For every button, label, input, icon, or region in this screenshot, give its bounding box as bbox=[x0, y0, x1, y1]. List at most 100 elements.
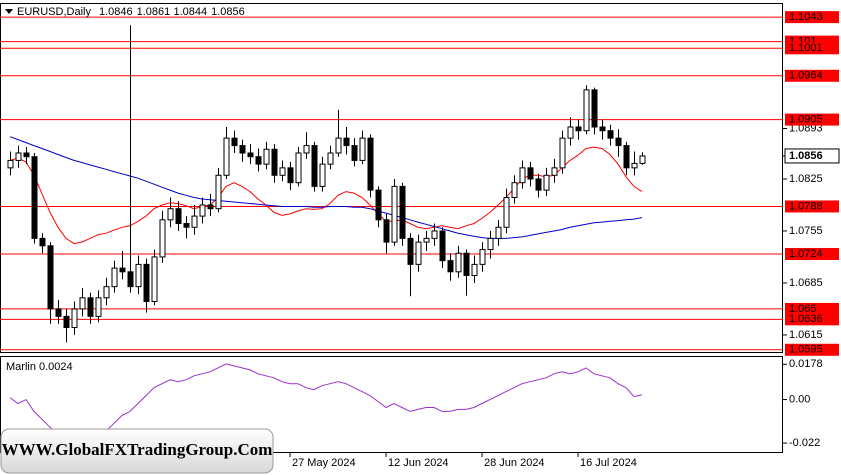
level-label: 1.0788 bbox=[789, 200, 823, 212]
candle-body bbox=[295, 152, 302, 184]
candle-body bbox=[431, 230, 438, 239]
y-tick-label: 0.0178 bbox=[789, 358, 823, 370]
candle-body bbox=[159, 219, 166, 258]
candle-body bbox=[351, 145, 358, 161]
candle-body bbox=[247, 152, 254, 158]
candle-body bbox=[303, 145, 310, 154]
candle-body bbox=[231, 137, 238, 147]
candle-body bbox=[471, 263, 478, 277]
candle-body bbox=[591, 89, 598, 128]
candle-body bbox=[551, 167, 558, 176]
level-label: 1.0964 bbox=[789, 70, 823, 82]
level-label-bg bbox=[785, 113, 839, 126]
candle-body bbox=[191, 215, 198, 228]
x-tick-label: 16 Jul 2024 bbox=[580, 457, 637, 469]
candle-body bbox=[287, 167, 294, 184]
candle-body bbox=[583, 89, 590, 132]
candle-body bbox=[183, 223, 190, 228]
y-tick-label: -0.022 bbox=[789, 437, 820, 449]
candle-body bbox=[383, 219, 390, 243]
candle-body bbox=[463, 252, 470, 277]
moving-average bbox=[9, 146, 643, 245]
candle-body bbox=[95, 297, 102, 317]
candle-body bbox=[31, 156, 38, 239]
candle-body bbox=[127, 271, 134, 288]
candle-body bbox=[423, 237, 430, 243]
candle-body bbox=[239, 145, 246, 154]
level-label-bg bbox=[785, 11, 839, 24]
watermark-box bbox=[0, 428, 274, 474]
candle-body bbox=[87, 297, 94, 317]
candle-body bbox=[615, 137, 622, 147]
candle-body bbox=[599, 126, 606, 132]
candle-body bbox=[119, 267, 126, 273]
candle-body bbox=[407, 237, 414, 265]
last-price-bg bbox=[784, 148, 840, 164]
level-label-bg bbox=[785, 343, 839, 356]
candle-body bbox=[175, 208, 182, 225]
sub-panel: 0.0178 0.00 -0.022 bbox=[9, 358, 823, 449]
y-tick-label: 1.0615 bbox=[789, 329, 823, 341]
candle-body bbox=[79, 297, 86, 310]
chart-header: EURUSD,Daily 1.0846 1.0861 1.0844 1.0856 bbox=[17, 6, 245, 18]
candle-body bbox=[143, 263, 150, 303]
candle-body bbox=[455, 252, 462, 273]
candle-body bbox=[311, 145, 318, 187]
level-label-bg bbox=[785, 69, 839, 82]
high: 1.0861 bbox=[137, 6, 171, 18]
candle-body bbox=[47, 245, 54, 310]
candle-body bbox=[543, 174, 550, 191]
candle-body bbox=[399, 185, 406, 239]
candle-body bbox=[71, 308, 78, 328]
candle-body bbox=[575, 126, 582, 132]
candle-body bbox=[215, 174, 222, 210]
candle-body bbox=[439, 230, 446, 262]
candle-body bbox=[135, 263, 142, 288]
candle-body bbox=[495, 226, 502, 239]
moving-average bbox=[9, 136, 643, 239]
x-tick-label: 27 May 2024 bbox=[292, 457, 356, 469]
candle-body bbox=[567, 126, 574, 139]
candle-body bbox=[327, 152, 334, 165]
level-label-bg bbox=[785, 302, 839, 315]
main-panel: 1.08931.08251.07551.06851.06151.10431.10… bbox=[0, 11, 840, 356]
indicator-line bbox=[9, 363, 643, 444]
level-label-bg bbox=[785, 247, 839, 260]
level-label: 1.1001 bbox=[789, 42, 823, 54]
y-tick-label: 1.0825 bbox=[789, 173, 823, 185]
candle-body bbox=[167, 208, 174, 221]
candle-body bbox=[15, 152, 22, 161]
low: 1.0844 bbox=[173, 6, 207, 18]
open: 1.0846 bbox=[99, 6, 133, 18]
candle-body bbox=[631, 162, 638, 169]
candle-body bbox=[151, 256, 158, 303]
candle-body bbox=[103, 286, 110, 299]
close: 1.0856 bbox=[211, 6, 245, 18]
candle-body bbox=[479, 249, 486, 265]
candle-body bbox=[199, 204, 206, 217]
sub-panel-frame bbox=[0, 356, 783, 453]
candle-body bbox=[279, 167, 286, 176]
candle-body bbox=[447, 260, 454, 273]
y-tick-label: 1.0755 bbox=[789, 225, 823, 237]
candle-body bbox=[639, 155, 646, 164]
candle-body bbox=[335, 137, 342, 154]
candle-body bbox=[375, 189, 382, 221]
candle-body bbox=[519, 167, 526, 184]
candle-body bbox=[207, 204, 214, 210]
x-tick-label: 12 Jun 2024 bbox=[388, 457, 449, 469]
candle-body bbox=[367, 137, 374, 191]
menu-arrow bbox=[5, 9, 13, 14]
level-label: 1.0724 bbox=[789, 248, 823, 260]
indicator-title: Marlin 0.0024 bbox=[6, 361, 73, 373]
candle-body bbox=[271, 148, 278, 176]
candle-body bbox=[511, 182, 518, 199]
candle-body bbox=[39, 237, 46, 247]
candle-body bbox=[359, 137, 366, 161]
candle-body bbox=[263, 148, 270, 165]
y-tick-label: 1.0685 bbox=[789, 277, 823, 289]
candle-body bbox=[607, 130, 614, 139]
last-price-label: 1.0856 bbox=[789, 150, 823, 162]
